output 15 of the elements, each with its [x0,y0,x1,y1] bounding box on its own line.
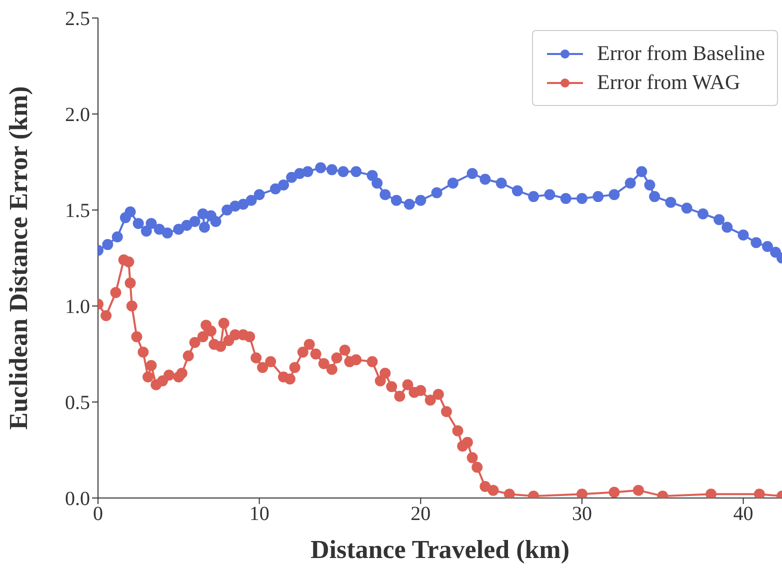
y-tick-label: 2.5 [65,8,90,30]
y-tick-label: 1.5 [65,200,90,222]
x-tick-label: 0 [93,503,103,526]
y-tick-label: 0.5 [65,392,90,414]
y-tick-label: 2.0 [65,104,90,126]
legend-label: Error from WAG [597,70,740,95]
y-tick-label: 0.0 [65,488,90,510]
y-tick-label: 1.0 [65,296,90,318]
x-tick-label: 20 [410,503,431,526]
x-tick-label: 40 [733,503,754,526]
x-tick-label: 30 [572,503,592,526]
legend-label: Error from Baseline [597,41,765,66]
x-tick-label: 10 [249,503,270,526]
x-axis-title: Distance Traveled (km) [310,535,570,564]
y-axis-title: Euclidean Distance Error (km) [4,86,34,430]
